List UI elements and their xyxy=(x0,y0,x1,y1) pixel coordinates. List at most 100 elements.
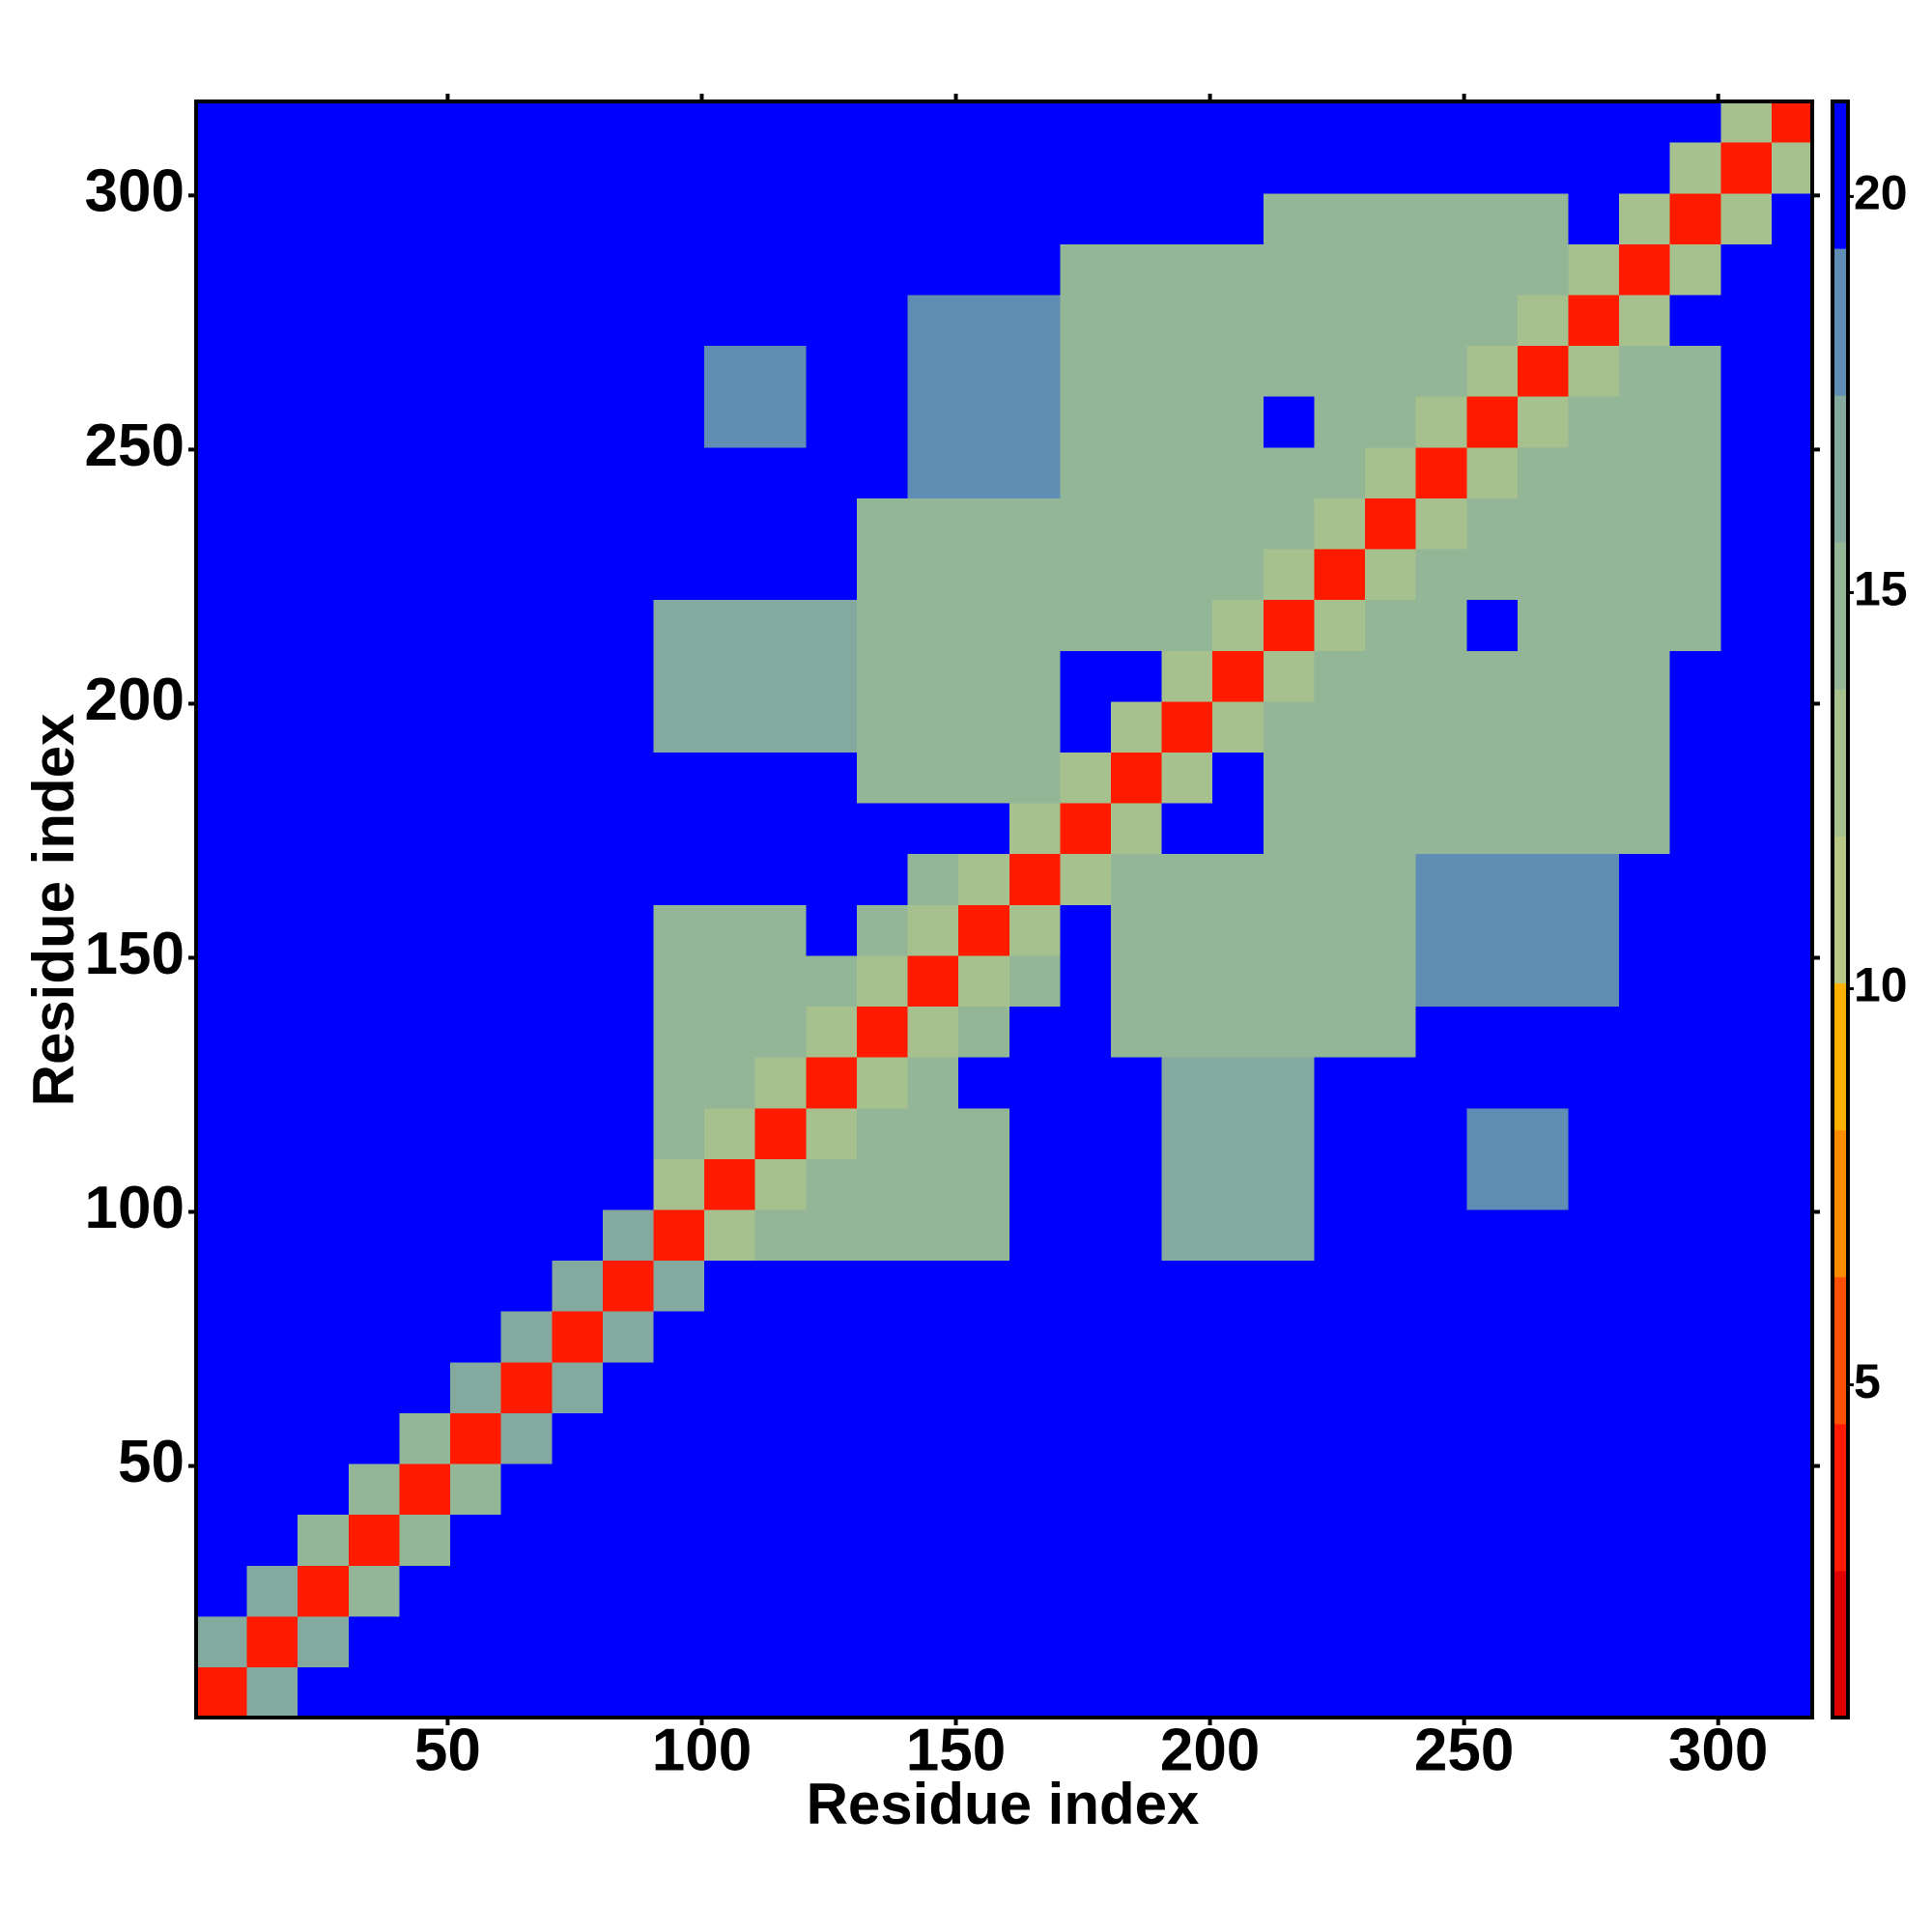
heatmap-cell xyxy=(1466,1208,1519,1262)
heatmap-cell xyxy=(1263,192,1316,244)
heatmap-cell xyxy=(1365,1666,1417,1719)
heatmap-cell xyxy=(1314,1311,1366,1363)
heatmap-cell xyxy=(806,1565,858,1617)
heatmap-cell xyxy=(1415,599,1467,651)
heatmap-cell xyxy=(1110,345,1163,397)
heatmap-cell xyxy=(1415,1514,1467,1566)
heatmap-cell xyxy=(298,599,350,651)
heatmap-cell xyxy=(1263,1412,1316,1464)
heatmap-cell xyxy=(1415,1107,1467,1159)
heatmap-cell xyxy=(1771,1666,1813,1719)
heatmap-cell xyxy=(552,1463,604,1516)
heatmap-cell xyxy=(1365,192,1417,244)
heatmap-cell xyxy=(246,1615,298,1667)
heatmap-cell xyxy=(958,446,1010,498)
heatmap-cell xyxy=(1212,1666,1264,1719)
heatmap-cell xyxy=(806,803,858,855)
heatmap-cell xyxy=(704,396,756,448)
heatmap-cell xyxy=(1365,803,1417,855)
heatmap-cell xyxy=(1060,548,1112,601)
heatmap-cell xyxy=(1619,954,1671,1008)
heatmap-cell xyxy=(653,1666,705,1719)
heatmap-cell xyxy=(1314,243,1366,296)
heatmap-cell xyxy=(1212,599,1264,651)
heatmap-cell xyxy=(1720,650,1773,702)
heatmap-cell xyxy=(450,192,502,244)
heatmap-cell xyxy=(1568,192,1620,244)
heatmap-cell xyxy=(399,1666,451,1719)
heatmap-cell xyxy=(1517,1057,1570,1109)
heatmap-cell xyxy=(754,1565,807,1617)
heatmap-cell xyxy=(1314,497,1366,550)
heatmap-cell xyxy=(298,1311,350,1363)
heatmap-cell xyxy=(552,1412,604,1464)
heatmap-cell xyxy=(1669,752,1721,804)
heatmap-cell xyxy=(806,599,858,651)
heatmap-cell xyxy=(653,853,705,905)
heatmap-cell xyxy=(1720,1615,1773,1667)
heatmap-cell xyxy=(1161,548,1213,601)
heatmap-cell xyxy=(806,243,858,296)
heatmap-cell xyxy=(246,954,298,1008)
heatmap-cell xyxy=(246,1057,298,1109)
heatmap-cell xyxy=(500,446,553,498)
heatmap-cell xyxy=(1517,954,1570,1008)
heatmap-cell xyxy=(500,101,553,143)
y-tick-label: 200 xyxy=(85,667,185,733)
heatmap-cell xyxy=(246,1311,298,1363)
heatmap-cell xyxy=(1517,294,1570,347)
heatmap-cell xyxy=(704,752,756,804)
heatmap-cell xyxy=(1212,446,1264,498)
heatmap-cell xyxy=(399,1615,451,1667)
heatmap-cell xyxy=(1365,396,1417,448)
heatmap-cell xyxy=(1365,1514,1417,1566)
heatmap-cell xyxy=(754,345,807,397)
heatmap-cell xyxy=(1161,954,1213,1008)
heatmap-cell xyxy=(1720,599,1773,651)
heatmap-cell xyxy=(552,803,604,855)
heatmap-cell xyxy=(1263,548,1316,601)
heatmap-cell xyxy=(806,752,858,804)
heatmap-cell xyxy=(1212,1412,1264,1464)
heatmap-cell xyxy=(1568,396,1620,448)
heatmap-cell xyxy=(450,101,502,143)
colorbar-band xyxy=(1833,248,1848,396)
heatmap-cell xyxy=(1568,954,1620,1008)
heatmap-cell xyxy=(246,803,298,855)
heatmap-cell xyxy=(856,396,909,448)
heatmap-cell xyxy=(1110,1057,1163,1109)
heatmap-cell xyxy=(1212,396,1264,448)
heatmap-cell xyxy=(348,599,401,651)
heatmap-cell xyxy=(399,803,451,855)
heatmap-cell xyxy=(1161,1615,1213,1667)
heatmap-cell xyxy=(348,700,401,753)
heatmap-cell xyxy=(1517,1311,1570,1363)
heatmap-cell xyxy=(653,1006,705,1058)
heatmap-cell xyxy=(1720,101,1773,143)
heatmap-cell xyxy=(1009,294,1061,347)
heatmap-cell xyxy=(1517,853,1570,905)
heatmap-cell xyxy=(1212,192,1264,244)
heatmap-cell xyxy=(602,243,655,296)
heatmap-cell xyxy=(1568,1107,1620,1159)
heatmap-cell xyxy=(1314,700,1366,753)
heatmap-cell xyxy=(704,1463,756,1516)
heatmap-cell xyxy=(653,548,705,601)
heatmap-cell xyxy=(1568,1463,1620,1516)
heatmap-cell xyxy=(1161,243,1213,296)
heatmap-cell xyxy=(1365,548,1417,601)
heatmap-cell xyxy=(1568,1260,1620,1312)
heatmap-cell xyxy=(704,497,756,550)
heatmap-cell xyxy=(196,294,248,347)
heatmap-cell xyxy=(1517,1666,1570,1719)
heatmap-cell xyxy=(552,294,604,347)
heatmap-cell xyxy=(1009,1311,1061,1363)
heatmap-cell xyxy=(196,853,248,905)
heatmap-cell xyxy=(246,142,298,194)
heatmap-cell xyxy=(1771,1158,1813,1210)
heatmap-cell xyxy=(806,1107,858,1159)
heatmap-cell xyxy=(754,954,807,1008)
heatmap-cell xyxy=(500,1361,553,1413)
heatmap-cell xyxy=(1568,700,1620,753)
heatmap-cell xyxy=(602,294,655,347)
